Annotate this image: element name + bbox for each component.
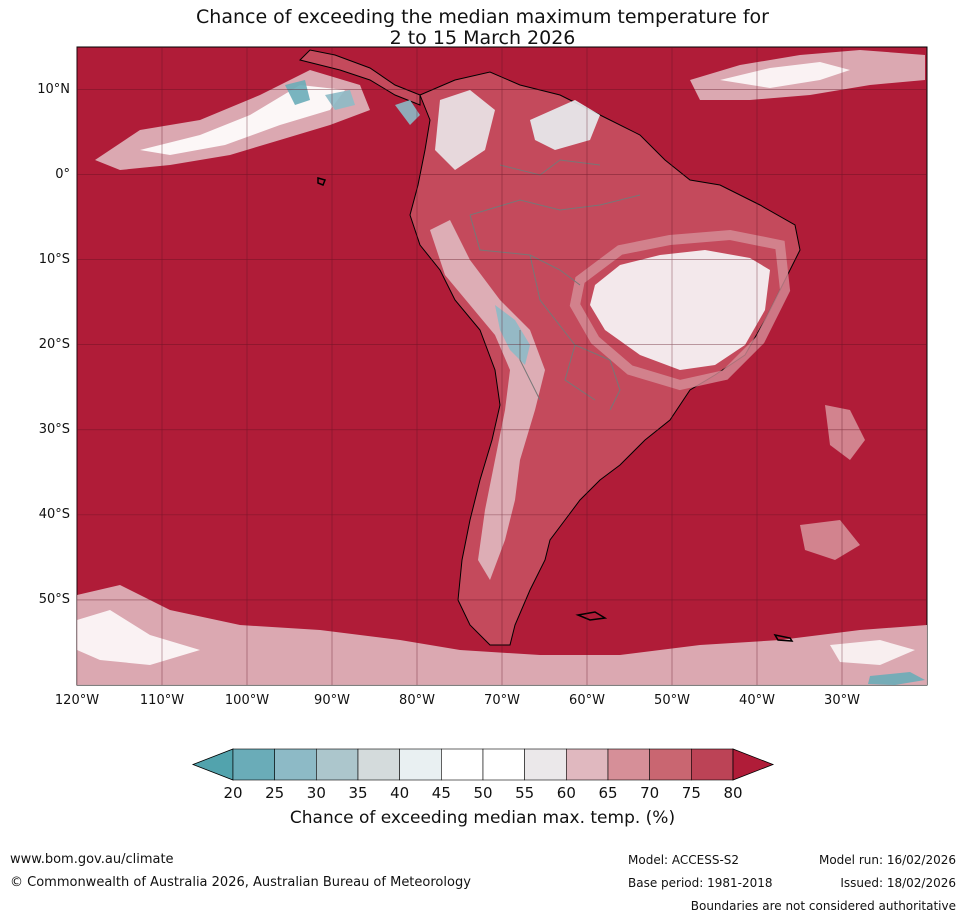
southern-ocean-band [77,585,927,685]
falkland-islands [575,611,608,621]
colorbar-caption: Chance of exceeding median max. temp. (%… [289,808,676,828]
latitude-label: 40°S [38,506,70,522]
model-run-text: Model run: 16/02/2026 [818,853,956,867]
pacific-blue-patch [285,80,310,105]
southern-ocean-white-2 [830,640,915,665]
longitude-label: 100°W [224,693,270,708]
colorbar-cell [399,748,442,781]
latitude-label: 50°S [38,591,70,607]
galapagos [317,177,327,186]
atlantic-south-patch [825,405,865,460]
latitude-label: 30°S [38,421,70,437]
atlantic-north-white [720,62,850,88]
venezuela-pale-patch [530,100,600,150]
website-link[interactable]: www.bom.gov.au/climate [10,852,174,867]
colorbar-tick-label: 50 [473,784,493,802]
colorbar-cell [482,748,525,781]
longitude-label: 30°W [824,693,860,708]
title-line-1: Chance of exceeding the median maximum t… [196,6,769,28]
colorbar-cell [691,748,734,781]
colorbar-cell [357,748,400,781]
south-georgia [773,633,794,642]
boundaries-note: Boundaries are not considered authoritat… [690,899,956,913]
colorbar-cell [441,748,484,781]
colorbar-tick-label: 70 [640,784,660,802]
copyright-text: © Commonwealth of Australia 2026, Austra… [10,875,471,890]
longitude-label: 120°W [54,693,100,708]
map-title: Chance of exceeding the median maximum t… [0,7,965,49]
latitude-label: 20°S [38,336,70,352]
colorbar-cell [274,748,317,781]
brazil-near-normal-area [590,250,770,370]
longitude-label: 70°W [484,693,520,708]
caribbean-blue-patch [395,100,420,125]
issued-text: Issued: 18/02/2026 [840,876,956,890]
probability-map [76,46,928,686]
longitude-label: 90°W [314,693,350,708]
north-white-patch [435,90,495,170]
pacific-blue-patch-2 [325,90,355,110]
andes-blue-patch [495,305,530,365]
colorbar-tick-label: 75 [681,784,701,802]
colorbar-arrow-low [191,748,234,781]
longitude-label: 80°W [399,693,435,708]
colorbar-tick-label: 30 [306,784,326,802]
colorbar-tick-label: 80 [723,784,743,802]
longitude-label: 60°W [569,693,605,708]
country-borders [469,159,641,411]
colorbar-cell [316,748,359,781]
colorbar-tick-label: 55 [515,784,535,802]
colorbar-tick-label: 20 [223,784,243,802]
colorbar-tick-label: 25 [265,784,285,802]
longitude-label: 50°W [654,693,690,708]
andes-pale-band [430,220,545,580]
colorbar-cell [607,748,650,781]
colorbar-tick-label: 35 [348,784,368,802]
model-text: Model: ACCESS-S2 [628,853,740,867]
graticule [76,47,927,685]
brazil-pink-ring [569,229,791,391]
southern-ocean-blue [868,672,925,685]
title-line-2: 2 to 15 March 2026 [389,27,576,49]
colorbar-cell [232,748,275,781]
base-period-text: Base period: 1981-2018 [628,876,773,890]
longitude-label: 110°W [139,693,185,708]
central-america-land [299,49,421,106]
colorbar-tick-label: 45 [431,784,451,802]
latitude-label: 0° [55,166,70,182]
colorbar-cell [649,748,692,781]
southern-ocean-white [77,610,200,665]
colorbar-cell [566,748,609,781]
colorbar-tick-label: 40 [390,784,410,802]
latitude-label: 10°N [37,81,70,97]
colorbar-tick-label: 60 [556,784,576,802]
longitude-label: 40°W [739,693,775,708]
colorbar-arrow-high [732,748,775,781]
colorbar-cell [524,748,567,781]
latitude-label: 10°S [38,251,70,267]
colorbar-tick-label: 65 [598,784,618,802]
atlantic-south-patch-2 [800,520,860,560]
